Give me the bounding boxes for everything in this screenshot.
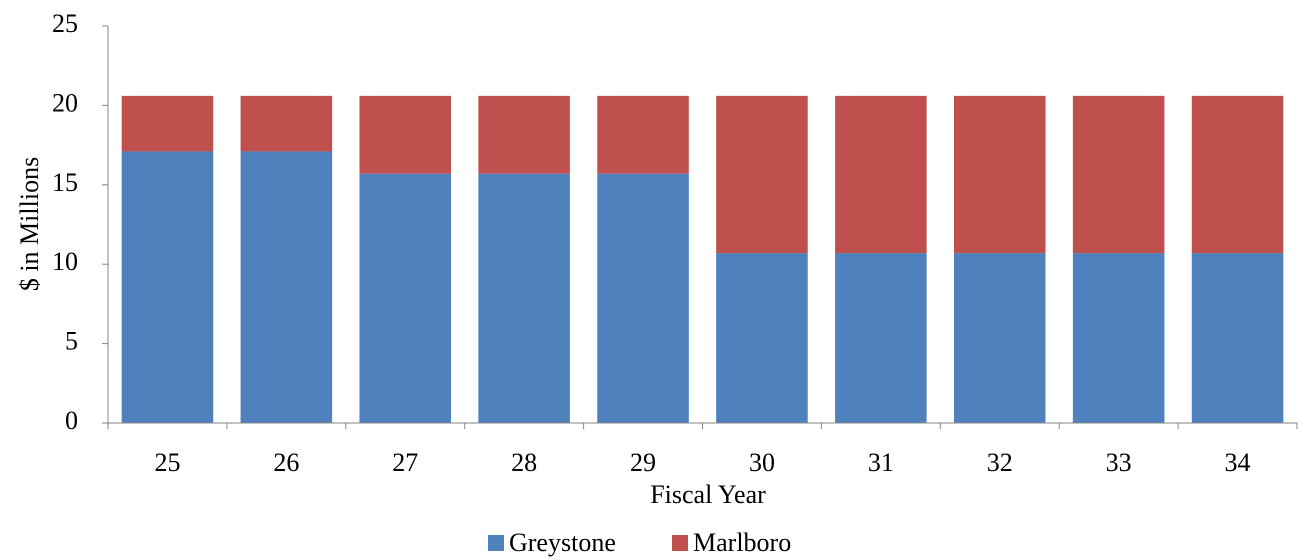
y-tick-label: 20 xyxy=(52,88,78,117)
legend-swatch-greystone xyxy=(488,535,504,551)
y-axis-title: $ in Millions xyxy=(15,157,44,291)
axes-layer xyxy=(102,25,1298,429)
bars-layer xyxy=(121,95,1284,423)
bar-marlboro-29 xyxy=(597,95,689,174)
bar-greystone-31 xyxy=(835,253,927,423)
y-tick-label: 0 xyxy=(65,406,78,435)
bar-marlboro-34 xyxy=(1191,95,1284,254)
y-tick-label: 10 xyxy=(52,247,78,276)
bar-greystone-30 xyxy=(716,253,808,423)
x-tick-label: 32 xyxy=(987,448,1013,477)
bar-marlboro-30 xyxy=(716,95,808,254)
bar-marlboro-32 xyxy=(953,95,1046,254)
x-tick-labels: 25 26 27 28 29 30 31 32 33 34 xyxy=(154,448,1250,477)
x-tick-label: 31 xyxy=(868,448,894,477)
legend-swatch-marlboro xyxy=(672,535,688,551)
legend-label-marlboro: Marlboro xyxy=(693,528,791,557)
x-tick-label: 34 xyxy=(1225,448,1251,477)
bar-marlboro-26 xyxy=(240,95,333,152)
bar-greystone-25 xyxy=(121,151,214,423)
bar-marlboro-25 xyxy=(121,95,214,152)
bar-greystone-28 xyxy=(478,173,570,423)
y-tick-label: 15 xyxy=(52,168,78,197)
x-tick-label: 30 xyxy=(749,448,775,477)
x-tick-label: 29 xyxy=(630,448,656,477)
bar-greystone-26 xyxy=(240,151,333,423)
bar-greystone-33 xyxy=(1072,253,1165,423)
bar-greystone-32 xyxy=(953,253,1046,423)
bar-greystone-27 xyxy=(359,173,452,423)
x-tick-label: 27 xyxy=(392,448,418,477)
bar-marlboro-33 xyxy=(1072,95,1165,254)
x-tick-label: 25 xyxy=(154,448,180,477)
x-axis-title: Fiscal Year xyxy=(650,480,766,509)
y-tick-labels: 0 5 10 15 20 25 xyxy=(52,9,78,435)
y-tick-label: 25 xyxy=(52,9,78,38)
x-tick-label: 26 xyxy=(273,448,299,477)
x-tick-label: 33 xyxy=(1106,448,1132,477)
bar-marlboro-31 xyxy=(835,95,927,254)
bar-greystone-29 xyxy=(597,173,689,423)
bar-marlboro-28 xyxy=(478,95,570,174)
bar-marlboro-27 xyxy=(359,95,452,174)
y-tick-label: 5 xyxy=(65,327,78,356)
legend-label-greystone: Greystone xyxy=(509,528,616,557)
bar-greystone-34 xyxy=(1191,253,1284,423)
legend: Greystone Marlboro xyxy=(488,528,791,557)
x-tick-label: 28 xyxy=(511,448,537,477)
